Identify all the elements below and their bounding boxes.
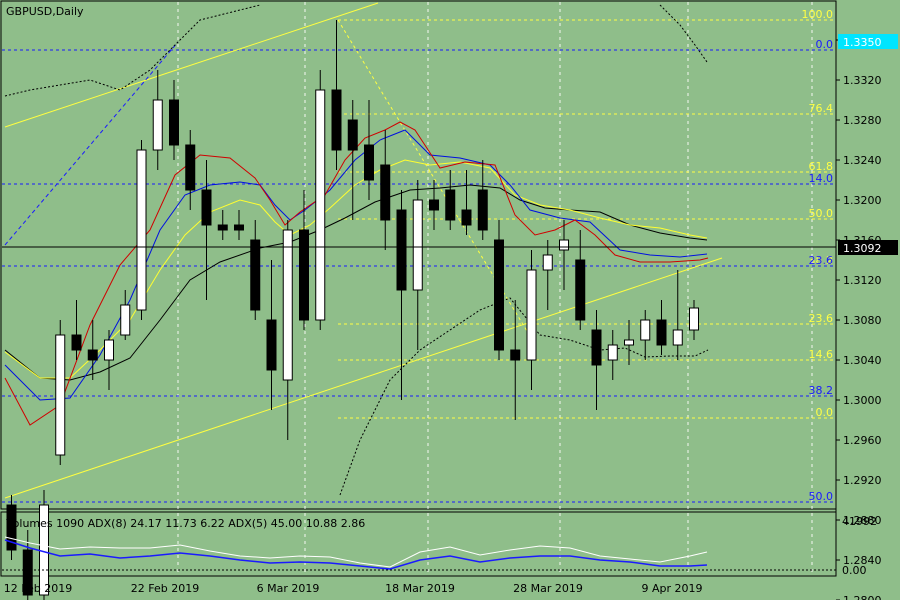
candle-body[interactable]: [575, 259, 586, 321]
lower-envelope-line: [339, 297, 709, 496]
upper-channel-line: [4, 2, 379, 128]
fib-blue-label: 50.0: [809, 490, 834, 503]
fib-yellow-label: 14.6: [809, 348, 834, 361]
date-tick-label: 6 Mar 2019: [257, 582, 320, 595]
candle-body[interactable]: [120, 304, 131, 336]
candle-body[interactable]: [494, 239, 504, 351]
candle-body[interactable]: [185, 144, 196, 191]
candle-body[interactable]: [71, 334, 82, 351]
candle-body[interactable]: [607, 344, 618, 361]
price-tick-label: 1.2800: [843, 594, 882, 600]
date-tick-label: 18 Mar 2019: [385, 582, 455, 595]
candle-body[interactable]: [169, 99, 179, 146]
fib-yellow-label: 23.6: [809, 312, 834, 325]
candle-body[interactable]: [234, 224, 244, 231]
ma-red-line: [4, 121, 709, 426]
adx-blue-line: [4, 539, 708, 570]
fib-yellow-label: 100.0: [802, 8, 834, 21]
upper-envelope-line: [4, 4, 261, 97]
candle-body[interactable]: [429, 199, 439, 211]
indicator-top-value: 41992: [842, 515, 877, 528]
date-tick-label: 28 Mar 2019: [513, 582, 583, 595]
candle-body[interactable]: [217, 224, 228, 231]
cyan-price-badge: [838, 34, 898, 49]
ma-black-line: [4, 184, 708, 381]
candle-body[interactable]: [640, 319, 651, 341]
fib-blue-label: 61.8: [809, 598, 834, 600]
candle-body[interactable]: [152, 99, 163, 151]
price-tick-label: 1.3320: [843, 74, 882, 87]
fib-yellow-label: 61.8: [809, 160, 834, 173]
fib-blue-label: 0.0: [816, 38, 834, 51]
current-price-badge-text: 1.3092: [843, 242, 882, 255]
blue-diagonal-dash: [4, 41, 179, 246]
candle-body[interactable]: [689, 307, 699, 331]
candle-body[interactable]: [445, 189, 456, 221]
candle-body[interactable]: [347, 119, 358, 151]
price-tick-label: 1.3240: [843, 154, 882, 167]
date-tick-label: 22 Feb 2019: [131, 582, 199, 595]
price-tick-label: 1.3080: [843, 314, 882, 327]
candle-body[interactable]: [526, 269, 537, 361]
candle-body[interactable]: [299, 229, 309, 321]
price-tick-label: 1.3120: [843, 274, 882, 287]
price-tick-label: 1.3280: [843, 114, 882, 127]
candle-body[interactable]: [510, 349, 521, 361]
adx-white-line: [4, 536, 708, 568]
fib-yellow-label: 76.4: [809, 102, 834, 115]
date-axis: 12 Feb 2019 22 Feb 2019 6 Mar 2019 18 Mar 2…: [4, 582, 703, 595]
candle-body[interactable]: [55, 334, 66, 456]
price-candles[interactable]: [6, 20, 699, 600]
price-tick-label: 1.2840: [843, 554, 882, 567]
candle-body[interactable]: [656, 319, 667, 346]
candle-body[interactable]: [136, 149, 147, 311]
candle-body[interactable]: [201, 189, 212, 226]
candle-body[interactable]: [22, 549, 33, 596]
candle-body[interactable]: [591, 329, 602, 366]
price-tick-label: 1.2880: [843, 514, 882, 527]
price-tick-label: 1.2920: [843, 474, 882, 487]
fib-yellow-label: 38.2: [809, 254, 834, 267]
price-tick-label: 1.3000: [843, 394, 882, 407]
upper-envelope-right: [659, 4, 708, 63]
current-price-badge: [838, 240, 898, 255]
candle-body[interactable]: [6, 504, 17, 551]
price-tick-label: 1.2960: [843, 434, 882, 447]
fib-yellow-label: 0.0: [816, 406, 834, 419]
lower-channel-line: [4, 257, 723, 499]
indicator-title: Volumes 1090 ADX(8) 24.17 11.73 6.22 ADX…: [6, 517, 365, 530]
candle-body[interactable]: [87, 349, 98, 361]
indicator-bottom-value: 0.00: [842, 564, 867, 577]
price-tick-label: 1.3200: [843, 194, 882, 207]
date-tick-label: 9 Apr 2019: [641, 582, 702, 595]
symbol-title: GBPUSD,Daily: [6, 5, 84, 18]
fib-blue-label: 14.0: [809, 172, 834, 185]
candle-body[interactable]: [331, 89, 342, 151]
candle-body[interactable]: [266, 319, 277, 371]
candle-body[interactable]: [380, 164, 391, 221]
candle-body[interactable]: [672, 329, 683, 346]
date-tick-label: 12 Feb 2019: [4, 582, 72, 595]
candle-body[interactable]: [477, 189, 488, 231]
candle-body[interactable]: [250, 239, 261, 311]
fib-yellow-label: 50.0: [809, 207, 834, 220]
candle-body[interactable]: [461, 209, 472, 226]
cyan-price-badge-text: 1.3350: [843, 36, 882, 49]
candle-body[interactable]: [624, 339, 634, 346]
fib-blue-label: 38.2: [809, 384, 834, 397]
candle-body[interactable]: [104, 339, 114, 361]
price-tick-label: 1.3040: [843, 354, 882, 367]
candle-body[interactable]: [396, 209, 407, 291]
candle-body[interactable]: [542, 254, 553, 271]
candle-body[interactable]: [282, 229, 293, 381]
candle-body[interactable]: [364, 144, 374, 181]
candle-body[interactable]: [315, 89, 326, 321]
fib-blue-label: 23.6: [809, 254, 834, 267]
candle-body[interactable]: [412, 199, 423, 291]
candle-body[interactable]: [559, 239, 569, 251]
